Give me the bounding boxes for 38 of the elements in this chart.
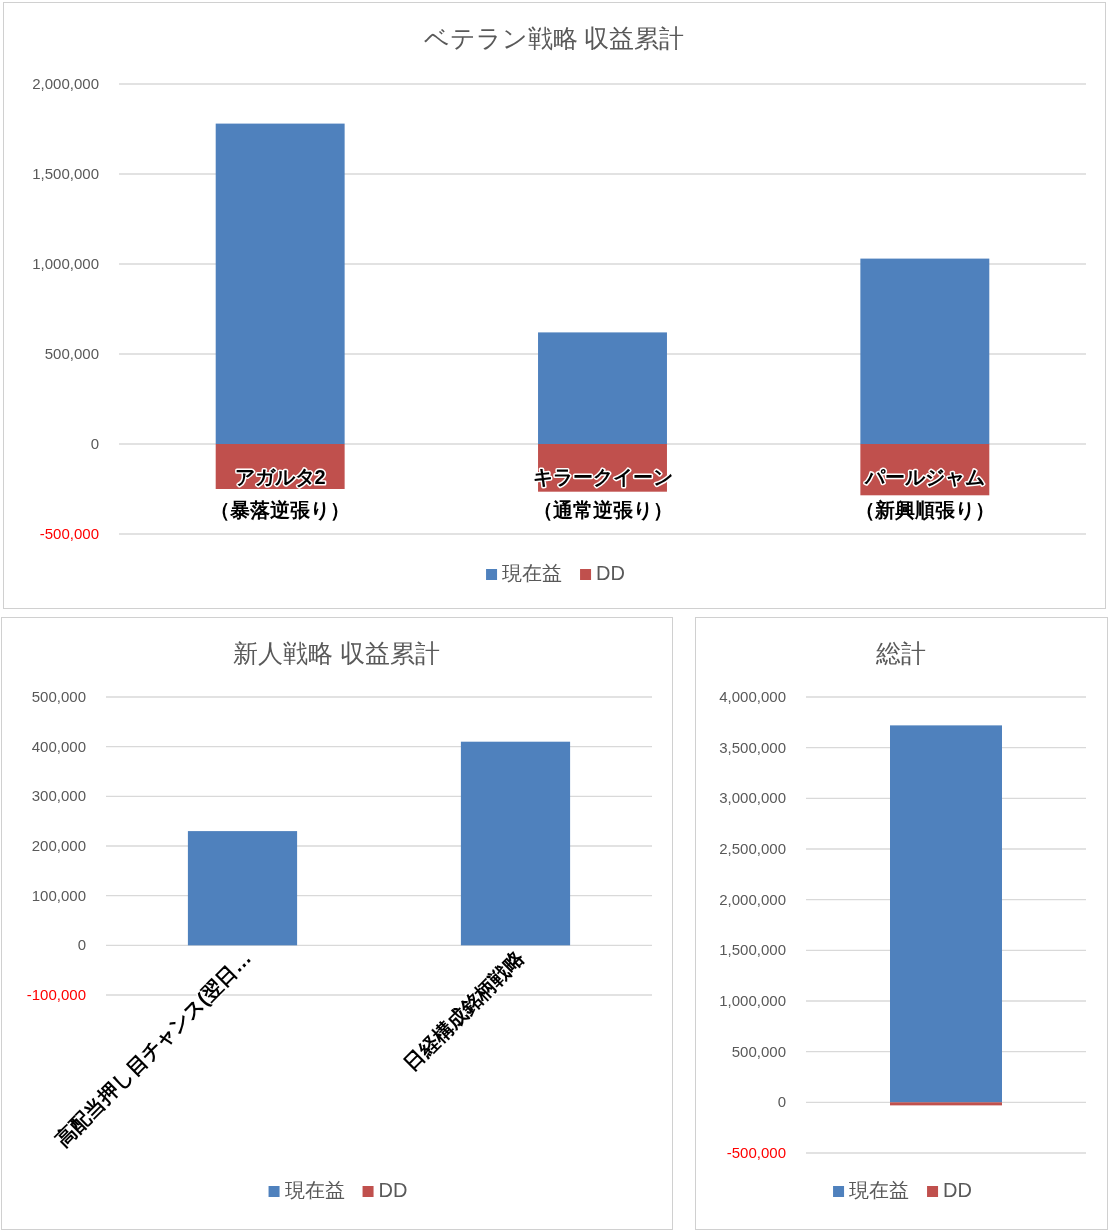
y-tick-label: 4,000,000 [719,688,786,705]
y-tick-label: 2,000,000 [719,890,786,908]
y-tick-label: 1,000,000 [719,992,786,1009]
y-tick-label: 0 [90,435,99,452]
legend-label: 現在益 [502,562,563,584]
legend-label: DD [943,1179,972,1201]
y-tick-label: -100,000 [26,986,86,1003]
chart-title: ベテラン戦略 収益累計 [423,24,685,52]
bar [538,332,667,444]
y-tick-label: 3,500,000 [719,738,786,756]
y-tick-label: 0 [77,936,86,954]
y-tick-label: 1,500,000 [719,941,786,959]
y-tick-label: 200,000 [31,837,86,854]
y-tick-label: 1,000,000 [32,255,99,272]
bar [860,258,990,444]
x-tick-label: パールジャム（新興順張り） [854,466,995,521]
y-tick-label: -500,000 [39,525,99,542]
y-tick-label: 400,000 [31,737,86,755]
y-tick-label: -500,000 [726,1144,786,1161]
legend-label: 現在益 [284,1179,345,1201]
legend-label: DD [378,1179,408,1201]
bar [215,123,345,444]
legend-label: DD [596,562,625,584]
y-tick-label: 500,000 [731,1042,786,1060]
y-tick-label: 2,000,000 [32,75,99,92]
x-tick-label: 日経構成銘柄戦略 [399,945,530,1076]
y-tick-label: 300,000 [31,787,86,805]
chart-title: 新人戦略 収益累計 [233,639,440,667]
x-tick-label: アガルタ2（暴落逆張り） [210,466,351,521]
y-tick-label: 3,000,000 [719,789,786,807]
legend-label: 現在益 [849,1179,910,1201]
y-tick-label: 2,500,000 [719,840,786,857]
y-tick-label: 500,000 [31,688,86,705]
y-tick-label: 0 [777,1093,786,1111]
chart-title: 総計 [875,639,926,667]
y-tick-label: 500,000 [44,345,99,362]
y-tick-label: 1,500,000 [32,165,99,182]
y-tick-label: 100,000 [31,886,86,904]
